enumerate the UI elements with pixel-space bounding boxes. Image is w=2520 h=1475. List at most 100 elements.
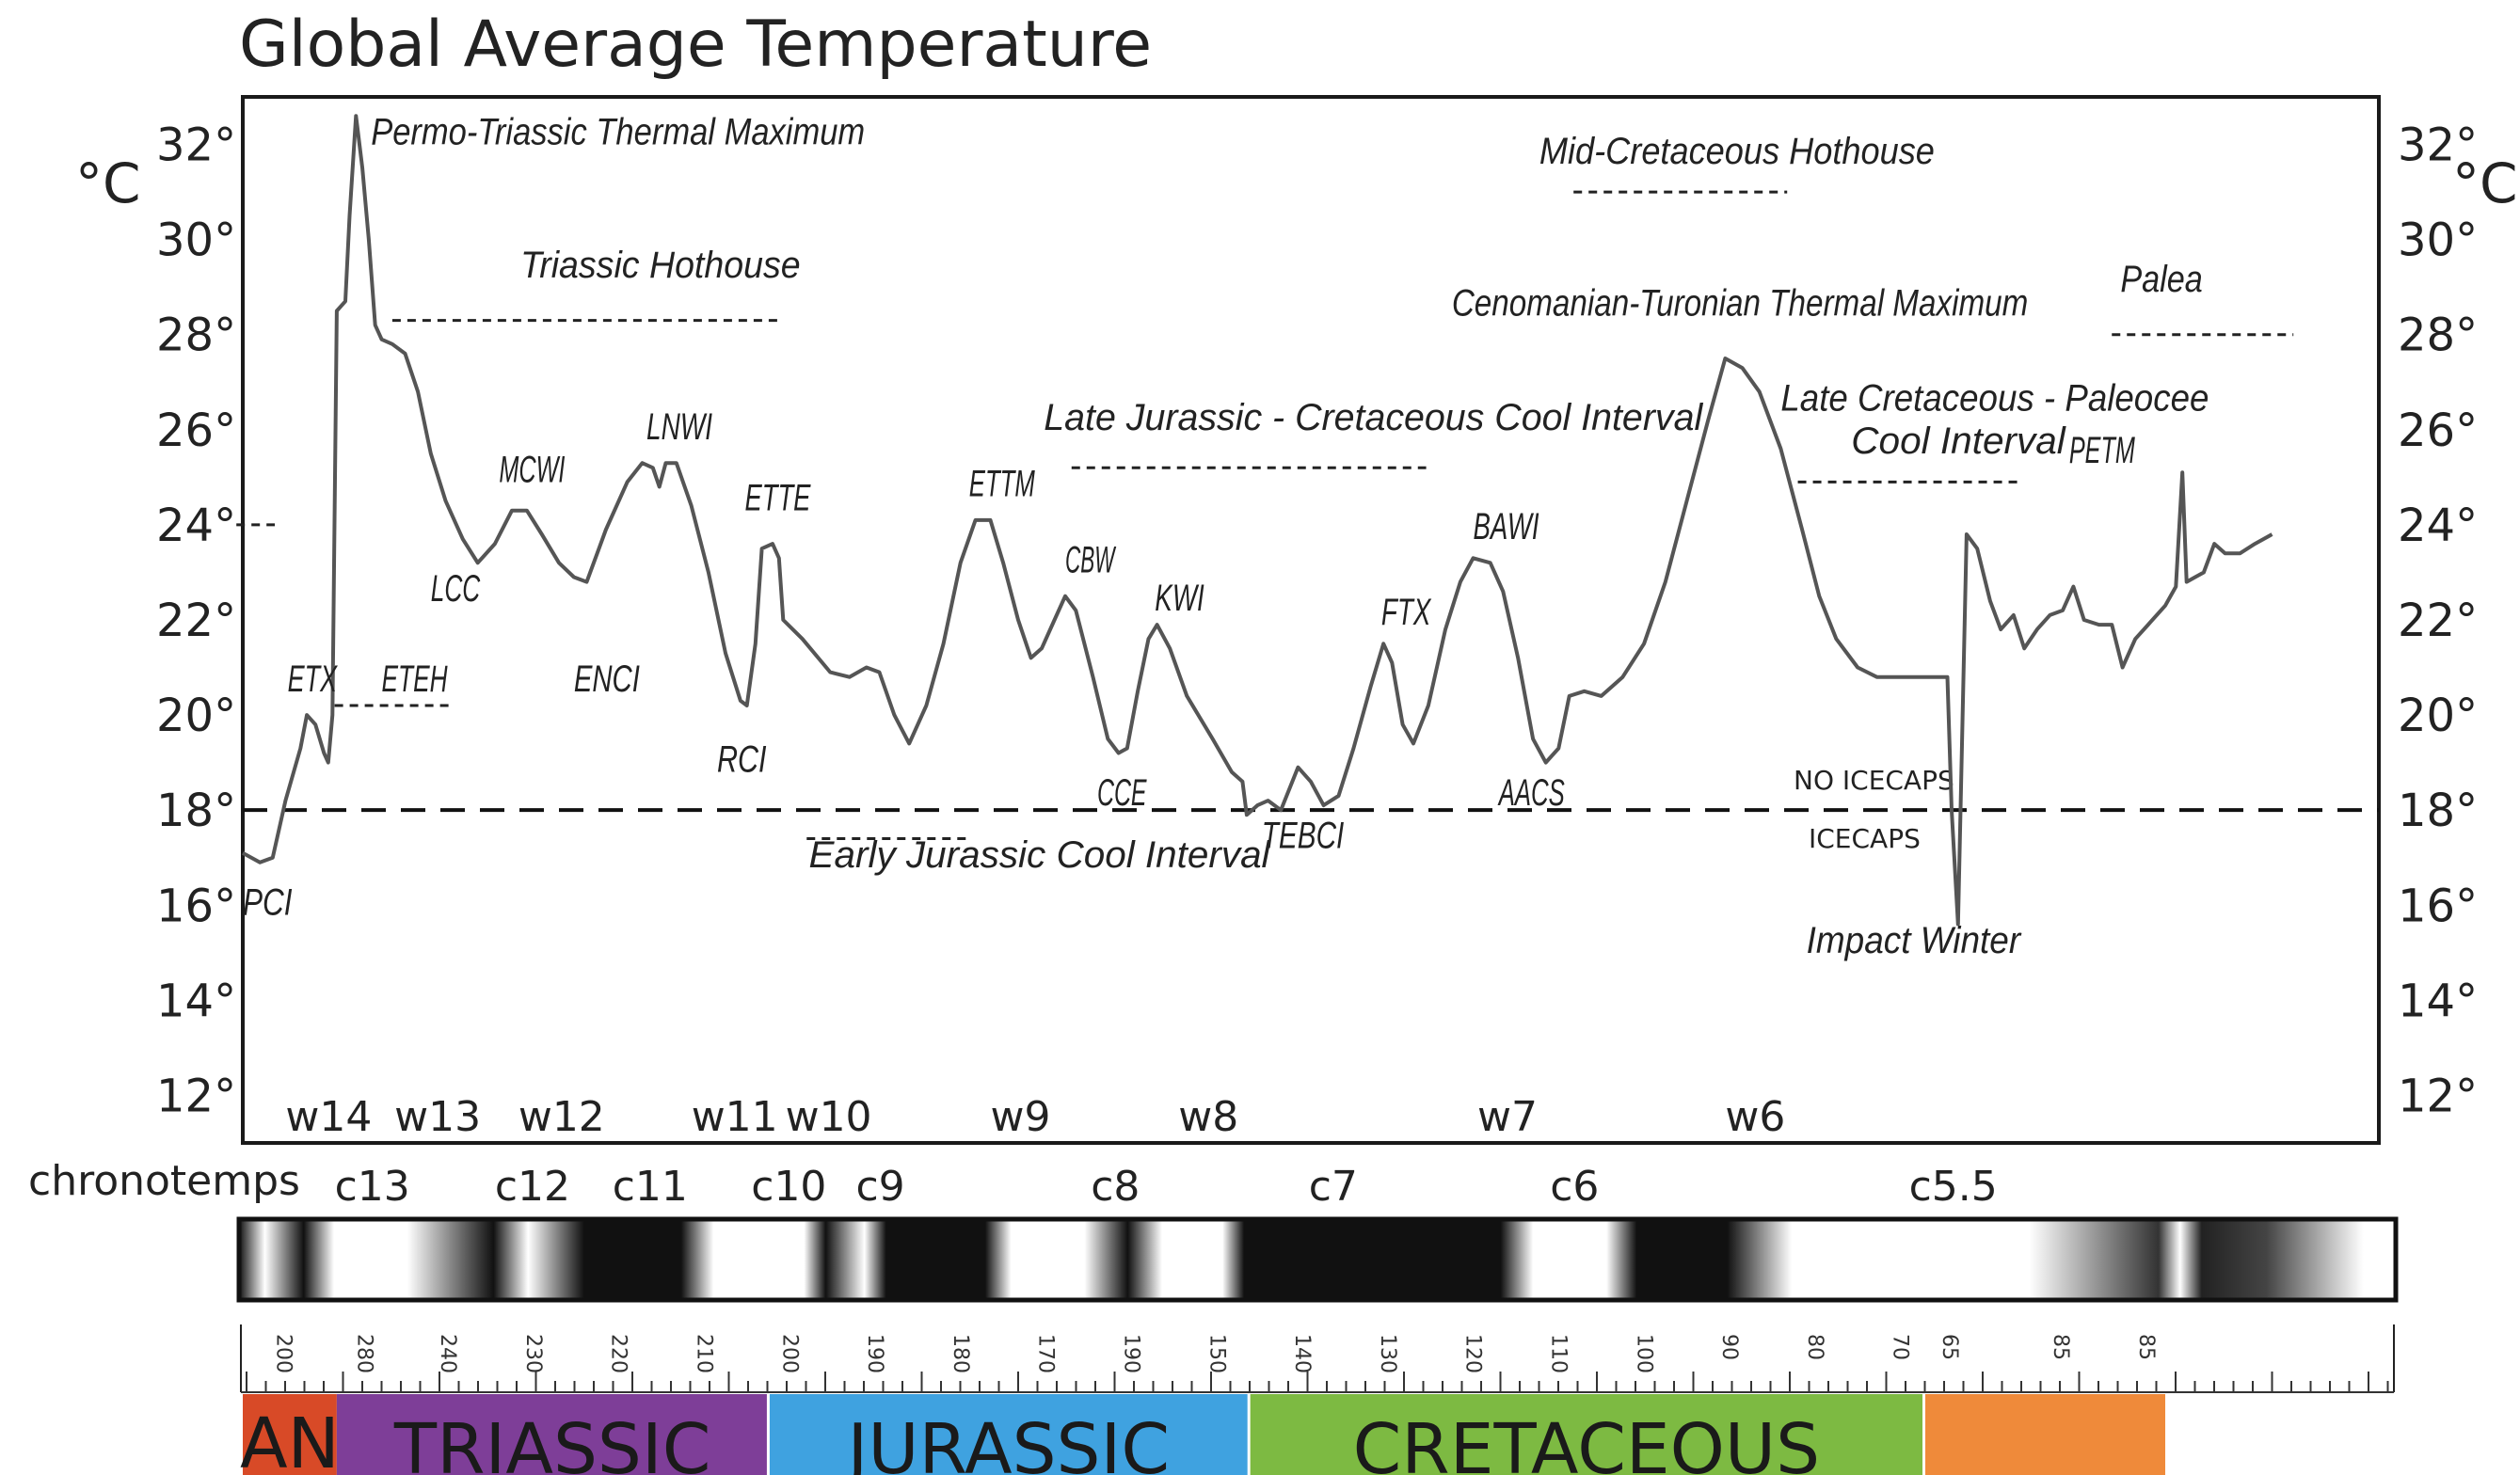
age-tick-14: 120 <box>1461 1334 1485 1373</box>
y-tick-right-0: 32° <box>2398 119 2478 172</box>
period-block-3 <box>1249 1394 1924 1475</box>
chronotemp-c11: c11 <box>613 1163 688 1211</box>
annotation-11: Mid-Cretaceous Hothouse <box>1539 131 1935 172</box>
age-tick-7: 190 <box>863 1334 886 1373</box>
y-tick-left-4: 24° <box>156 500 236 552</box>
annotation-9: BAWI <box>1474 506 1539 547</box>
y-tick-left-6: 20° <box>156 690 236 742</box>
annotation-5: ETTM <box>969 464 1035 505</box>
annotation-19: LCC <box>431 568 481 610</box>
annotation-21: RCI <box>717 739 767 781</box>
annotation-20: ENCI <box>574 658 640 700</box>
y-tick-right-1: 30° <box>2398 214 2478 267</box>
warm-interval-w12: w12 <box>518 1093 605 1141</box>
y-tick-labels: 32° 32° 30° 30° 28° 28° 26° 26° 24° 24° 22° 22° 20° 2… <box>156 119 2478 1123</box>
warm-interval-w9: w9 <box>991 1093 1051 1141</box>
warm-interval-w8: w8 <box>1178 1093 1238 1141</box>
y-tick-right-8: 16° <box>2398 880 2478 932</box>
y-tick-left-10: 12° <box>156 1070 236 1122</box>
age-tick-6: 200 <box>777 1334 801 1373</box>
annotation-18: ETEH <box>382 658 448 700</box>
y-tick-left-9: 14° <box>156 975 236 1027</box>
warm-interval-w11: w11 <box>692 1093 778 1141</box>
annotation-6: CBW <box>1065 539 1116 580</box>
annotation-22: CCE <box>1097 772 1147 814</box>
age-tick-17: 90 <box>1717 1334 1741 1360</box>
geologic-period-bar: AN TRIASSIC JURASSIC CRETACEOUS <box>240 1394 2165 1475</box>
y-tick-right-7: 18° <box>2398 785 2478 837</box>
y-tick-right-4: 24° <box>2398 500 2478 552</box>
annotation-3: LNWI <box>646 406 712 448</box>
age-tick-0: 200 <box>271 1334 295 1373</box>
event-annotations: Permo-Triassic Thermal Maximum Triassic H… <box>243 112 2209 961</box>
chronotemp-c8: c8 <box>1091 1163 1140 1211</box>
icecaps-label: ICECAPS <box>1809 823 1921 854</box>
period-block-2 <box>768 1394 1250 1475</box>
y-tick-left-3: 26° <box>156 404 236 457</box>
age-minor-ticks <box>241 1372 2394 1393</box>
annotation-1: Triassic Hothouse <box>520 245 801 286</box>
chart-title: Global Average Temperature <box>239 8 1152 82</box>
annotation-16: Palea <box>2120 259 2203 300</box>
annotation-25: Early Jurassic Cool Interval <box>809 834 1271 876</box>
period-label-1: TRIASSIC <box>393 1409 711 1475</box>
period-block-1 <box>336 1394 769 1475</box>
dashed-intervals <box>236 190 2294 841</box>
annotation-14: Cool Interval <box>1851 420 2066 462</box>
period-block-0 <box>243 1394 337 1475</box>
period-label-3: CRETACEOUS <box>1353 1409 1820 1475</box>
warm-interval-labels: w14 w13 w12 w11 w10 w9 w8 w7 w6 <box>285 1093 1785 1141</box>
annotation-4: ETTE <box>744 478 811 519</box>
y-tick-right-2: 28° <box>2398 309 2478 362</box>
chronotemps-label: chronotemps <box>28 1157 300 1205</box>
age-tick-22: 85 <box>2134 1334 2158 1360</box>
chronotemp-c9: c9 <box>855 1163 904 1211</box>
y-tick-right-3: 26° <box>2398 404 2478 457</box>
annotation-13: Late Cretaceous - Paleocee <box>1780 378 2209 420</box>
warm-interval-w14: w14 <box>285 1093 372 1141</box>
annotation-0: Permo-Triassic Thermal Maximum <box>371 112 865 153</box>
y-tick-left-7: 18° <box>156 785 236 837</box>
temperature-curve <box>242 114 2273 927</box>
y-axis-label-right: °C <box>2452 151 2518 215</box>
period-block-4 <box>1923 1394 2165 1475</box>
chronotemp-c7: c7 <box>1309 1163 1358 1211</box>
annotation-10: Late Jurassic - Cretaceous Cool Interval <box>1044 397 1703 438</box>
y-tick-left-8: 16° <box>156 880 236 932</box>
age-tick-4: 220 <box>607 1334 630 1373</box>
age-tick-3: 230 <box>521 1334 545 1373</box>
warm-interval-w6: w6 <box>1725 1093 1785 1141</box>
warm-interval-w10: w10 <box>786 1093 872 1141</box>
chronotemp-c6: c6 <box>1550 1163 1599 1211</box>
age-tick-11: 150 <box>1204 1334 1228 1373</box>
annotation-24: AACS <box>1497 772 1564 814</box>
age-tick-9: 170 <box>1034 1334 1058 1373</box>
y-tick-left-2: 28° <box>156 309 236 362</box>
y-axis-label-left: °C <box>75 151 141 215</box>
y-tick-left-5: 22° <box>156 595 236 647</box>
annotation-23: TEBCI <box>1262 816 1345 857</box>
annotation-26: PCI <box>243 881 293 923</box>
age-tick-labels: 200 280 240 230 220 210 200 190 180 170 190 150 140 1… <box>271 1334 2157 1373</box>
age-tick-10: 190 <box>1120 1334 1143 1373</box>
warm-interval-w13: w13 <box>394 1093 481 1141</box>
period-label-2: JURASSIC <box>844 1409 1170 1475</box>
age-tick-5: 210 <box>693 1334 716 1373</box>
y-tick-left-0: 32° <box>156 119 236 172</box>
age-tick-13: 130 <box>1376 1334 1399 1373</box>
chronotemp-c10: c10 <box>751 1163 826 1211</box>
annotation-27: Impact Winter <box>1807 920 2022 961</box>
age-tick-21: 85 <box>2049 1334 2072 1360</box>
annotation-15: PETM <box>2069 430 2135 471</box>
age-tick-8: 180 <box>949 1334 972 1373</box>
age-tick-1: 280 <box>353 1334 376 1373</box>
no-icecaps-label: NO ICECAPS <box>1794 765 1954 796</box>
chronotemp-labels: c13 c12 c11 c10 c9 c8 c7 c6 c5.5 <box>335 1163 1998 1211</box>
annotation-7: KWI <box>1155 578 1204 619</box>
y-tick-right-6: 20° <box>2398 690 2478 742</box>
y-tick-right-9: 14° <box>2398 975 2478 1027</box>
y-tick-right-5: 22° <box>2398 595 2478 647</box>
annotation-2: MCWI <box>499 449 565 490</box>
annotation-12: Cenomanian-Turonian Thermal Maximum <box>1452 283 2028 325</box>
period-label-0: AN <box>240 1404 340 1475</box>
